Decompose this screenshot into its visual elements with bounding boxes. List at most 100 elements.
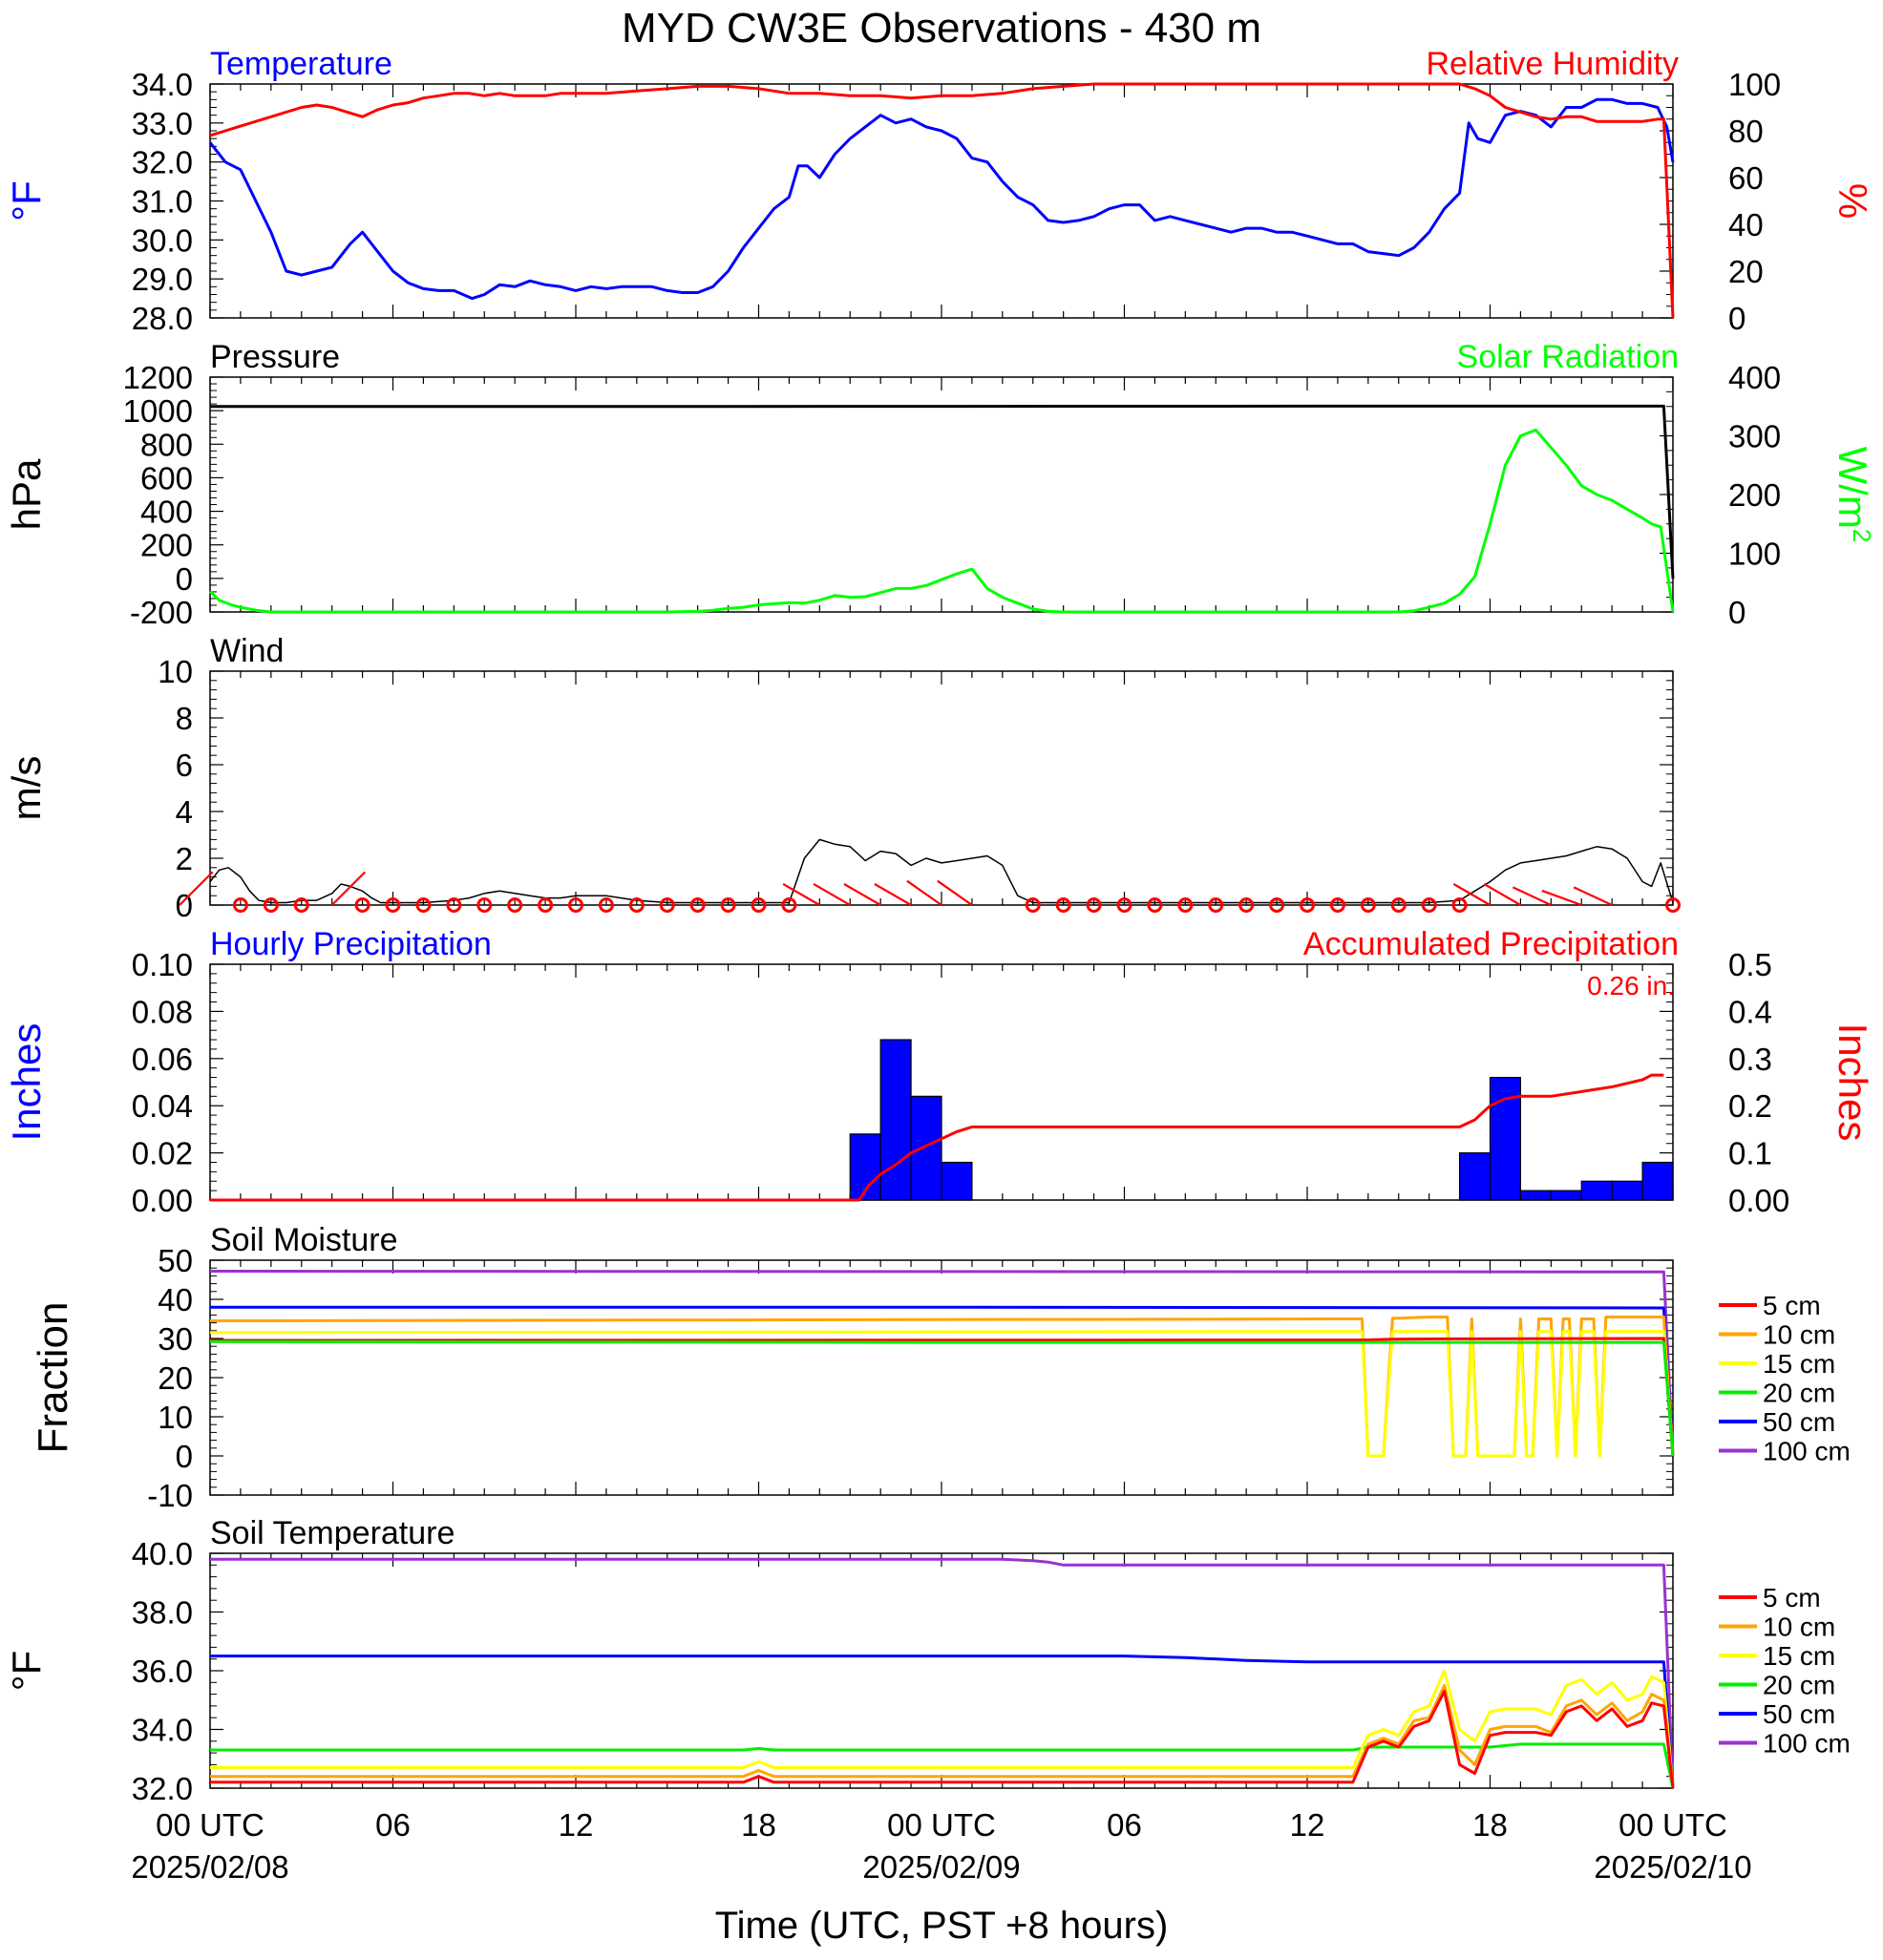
precip-bar <box>910 1095 942 1201</box>
y-tick-label: 36.0 <box>132 1654 193 1689</box>
panel-title-left: Temperature <box>210 46 392 82</box>
x-tick-label: 00 UTC <box>887 1807 996 1843</box>
precip-bar <box>879 1039 912 1201</box>
y-tick-label: 30.0 <box>132 222 193 258</box>
series-line-5-cm <box>210 1690 1675 1789</box>
y-tick-label: 2 <box>176 841 193 876</box>
y-tick-label: 10 <box>158 654 193 689</box>
wind-calm-marker <box>1665 897 1681 913</box>
wind-calm-marker <box>1086 897 1102 913</box>
legend-label: 100 cm <box>1763 1437 1851 1466</box>
right-tick-label: 400 <box>1728 360 1781 395</box>
wind-calm-marker <box>1360 897 1376 913</box>
right-tick-label: 0.4 <box>1728 994 1772 1029</box>
right-tick-label: 0 <box>1728 301 1745 336</box>
series-line-10-cm <box>210 1683 1675 1789</box>
y-tick-label: 1200 <box>123 360 193 395</box>
y-tick-label: 4 <box>176 794 193 830</box>
x-date-label: 2025/02/10 <box>1594 1849 1751 1885</box>
y-tick-label: 34.0 <box>132 1713 193 1748</box>
accumulated-total-label: 0.26 in. <box>1587 971 1675 1001</box>
panel-title-left: Hourly Precipitation <box>210 926 492 962</box>
x-tick-label: 18 <box>741 1807 776 1843</box>
panel-precipitation: 0.00 0.02 0.04 0.06 0.08 0.10 0.00 0.1 0.2 0.3 0.4… <box>4 926 1875 1218</box>
y-tick-label: 0.10 <box>132 947 193 982</box>
right-tick-label: 60 <box>1728 160 1764 196</box>
series-line-15-cm <box>209 1330 1675 1458</box>
y-tick-label: 200 <box>140 528 193 563</box>
y-tick-label: 0.08 <box>132 994 193 1029</box>
x-tick-label: 06 <box>375 1807 411 1843</box>
y-tick-label: 400 <box>140 495 193 530</box>
precip-bar <box>1580 1180 1613 1201</box>
y-tick-label: 20 <box>158 1360 193 1396</box>
legend-label: 15 cm <box>1763 1349 1835 1379</box>
series-line-relative-humidity <box>209 82 1675 319</box>
panel-title-left: Pressure <box>210 339 340 375</box>
figure-title: MYD CW3E Observations - 430 m <box>622 5 1261 52</box>
panel-title-left: Soil Temperature <box>210 1515 455 1551</box>
precip-bar <box>1550 1190 1582 1201</box>
panel-temperature_rh: 28.0 29.0 30.031.0 32.0 33.0 34.0 0 20 40 60 80 100… <box>4 46 1875 336</box>
y-tick-label: 0 <box>176 561 193 597</box>
y-tick-label: 600 <box>140 460 193 495</box>
y-tick-label: -200 <box>130 595 193 630</box>
y-tick-label: -10 <box>147 1478 193 1513</box>
wind-barb <box>330 871 367 906</box>
panel-title-left: Wind <box>210 633 284 669</box>
x-tick-label: 12 <box>1290 1807 1325 1843</box>
wind-calm-marker <box>1055 897 1071 913</box>
x-tick-label: 00 UTC <box>1619 1807 1727 1843</box>
y-tick-label: 800 <box>140 427 193 462</box>
wind-calm-marker <box>385 897 401 913</box>
right-tick-label: 300 <box>1728 419 1781 454</box>
series-line-15-cm <box>210 1669 1675 1789</box>
wind-calm-marker <box>263 897 279 913</box>
legend-label: 20 cm <box>1763 1671 1835 1700</box>
precip-bar <box>1519 1190 1552 1201</box>
panel-frame <box>209 1259 1674 1496</box>
y-tick-label: 40 <box>158 1282 193 1317</box>
series-line-20-cm <box>209 1339 1675 1457</box>
legend-label: 5 cm <box>1763 1291 1821 1320</box>
precip-bar <box>941 1161 973 1201</box>
right-tick-label: 0.5 <box>1728 947 1772 982</box>
left-unit-label: °F <box>4 1651 49 1691</box>
right-tick-label: 0.3 <box>1728 1042 1772 1077</box>
x-tick-label: 12 <box>559 1807 594 1843</box>
wind-barb <box>1512 886 1552 906</box>
legend-label: 50 cm <box>1763 1407 1835 1437</box>
wind-calm-marker <box>659 897 675 913</box>
right-tick-label: 0 <box>1728 595 1745 630</box>
wind-barb <box>1573 886 1613 906</box>
wind-calm-marker <box>1451 897 1468 913</box>
left-unit-label: °F <box>4 180 49 221</box>
wind-barb <box>906 879 942 906</box>
y-tick-label: 0.00 <box>132 1183 193 1218</box>
y-tick-label: 40.0 <box>132 1536 193 1571</box>
x-tick-label: 06 <box>1107 1807 1142 1843</box>
wind-calm-marker <box>1238 897 1255 913</box>
y-tick-label: 33.0 <box>132 106 193 141</box>
wind-calm-marker <box>293 897 309 913</box>
wind-calm-marker <box>1116 897 1132 913</box>
panel-soil_temperature: 32.0 34.0 36.0 38.0 40.0 Soil Temperature °F 5 … <box>4 1515 1851 1806</box>
right-unit-label: W/m2 <box>1830 447 1876 543</box>
wind-calm-marker <box>781 897 797 913</box>
y-tick-label: 0.04 <box>132 1088 193 1124</box>
legend-label: 20 cm <box>1763 1379 1835 1408</box>
legend-label: 10 cm <box>1763 1612 1835 1642</box>
wind-calm-marker <box>689 897 706 913</box>
precip-bar <box>1641 1161 1674 1201</box>
x-date-label: 2025/02/09 <box>862 1849 1020 1885</box>
wind-calm-marker <box>1177 897 1194 913</box>
x-axis-label: Time (UTC, PST +8 hours) <box>715 1905 1169 1947</box>
right-unit-superscript: 2 <box>1848 529 1876 542</box>
y-tick-label: 38.0 <box>132 1595 193 1631</box>
wind-calm-marker <box>415 897 432 913</box>
wind-barb <box>874 882 912 906</box>
x-tick-label: 18 <box>1472 1807 1508 1843</box>
panel-title-right: Relative Humidity <box>1426 46 1679 82</box>
right-tick-label: 20 <box>1728 254 1764 289</box>
